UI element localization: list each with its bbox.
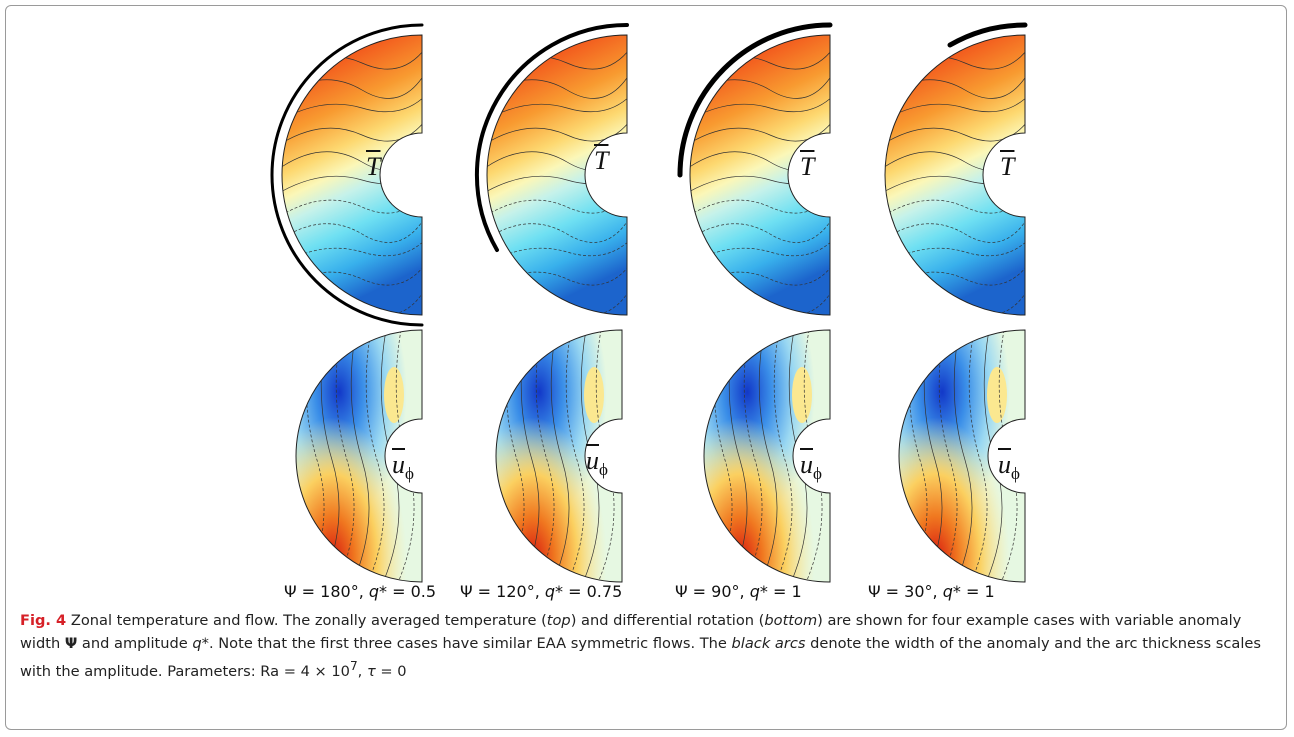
label-sub: ϕ: [813, 464, 822, 484]
caption-symbol: τ: [366, 662, 376, 680]
figure-caption: Fig. 4 Zonal temperature and flow. The z…: [20, 609, 1275, 683]
panel-label: uϕ: [800, 450, 822, 484]
contour: [565, 330, 585, 582]
panel-caption: Ψ = 90°, q* = 1: [675, 582, 802, 601]
panel-outline: [703, 329, 831, 583]
q-value: * = 0.75: [555, 582, 623, 601]
caption-text: denote the width of the anomaly and the …: [20, 635, 1262, 680]
caption-symbol: Ψ: [64, 635, 78, 652]
panel-label: T: [594, 146, 609, 175]
temperature-panel: [282, 35, 422, 315]
caption-text: bottom: [764, 612, 818, 629]
contour: [335, 330, 355, 582]
contour: [885, 93, 1025, 123]
q-value: * = 1: [952, 582, 995, 601]
q: q: [368, 582, 380, 601]
caption-text: ,: [357, 662, 367, 680]
caption-symbol: q: [192, 635, 202, 652]
label-main: u: [800, 450, 813, 479]
caption-text: and amplitude: [77, 635, 193, 652]
label-sub: ϕ: [1011, 464, 1020, 484]
label-main: u: [998, 450, 1011, 479]
prograde-flow: [987, 367, 1007, 423]
contour: [282, 93, 422, 123]
q-value: * = 1: [759, 582, 802, 601]
panel-outline: [689, 34, 831, 316]
panel-label: T: [1000, 152, 1015, 181]
q-value: * = 0.5: [379, 582, 437, 601]
panel-label: uϕ: [586, 446, 608, 480]
q: q: [544, 582, 556, 601]
panel-outline: [898, 329, 1026, 583]
contour: [487, 93, 627, 123]
contour: [968, 330, 988, 582]
label-sub: ϕ: [405, 464, 414, 484]
contour: [690, 93, 830, 123]
panel-caption: Ψ = 120°, q* = 0.75: [460, 582, 622, 601]
contour: [758, 330, 778, 582]
prograde-flow: [384, 367, 404, 423]
contour: [690, 213, 830, 243]
temperature-field: [282, 35, 422, 315]
anomaly-arc: [947, 22, 1028, 48]
fig-number: Fig. 4: [20, 612, 67, 629]
contour: [350, 330, 370, 582]
panel-caption: Ψ = 180°, q* = 0.5: [284, 582, 436, 601]
caption-exponent: 7: [349, 659, 358, 673]
psi: Ψ = 30°,: [868, 582, 943, 601]
q: q: [942, 582, 953, 601]
anomaly-arc: [270, 23, 424, 327]
caption-text: *. Note that the first three cases have …: [201, 635, 732, 652]
psi: Ψ = 120°,: [460, 582, 545, 601]
panel-outline: [486, 34, 628, 316]
panel-outline: [281, 34, 423, 316]
contour: [550, 330, 570, 582]
contour: [938, 330, 958, 582]
panel-label: uϕ: [392, 450, 414, 484]
contour: [885, 213, 1025, 243]
anomaly-arcs: [270, 22, 1028, 327]
panel-caption: Ψ = 30°, q* = 1: [868, 582, 995, 601]
panel-label: uϕ: [998, 450, 1020, 484]
prograde-flow: [584, 367, 604, 423]
temperature-panel: [487, 35, 627, 315]
caption-text: top: [546, 612, 571, 629]
label-main: u: [586, 446, 599, 475]
psi: Ψ = 180°,: [284, 582, 369, 601]
contour: [282, 213, 422, 243]
contour: [743, 330, 763, 582]
panel-outline: [295, 329, 423, 583]
panel-outline: [495, 329, 623, 583]
caption-text: = 0: [375, 662, 407, 680]
psi: Ψ = 90°,: [675, 582, 750, 601]
q: q: [749, 582, 760, 601]
contour: [953, 330, 973, 582]
temperature-field: [487, 35, 627, 315]
contour: [773, 330, 793, 582]
caption-text: Zonal temperature and flow. The zonally …: [66, 612, 547, 629]
label-sub: ϕ: [599, 460, 608, 480]
label-main: u: [392, 450, 405, 479]
caption-text: black arcs: [731, 635, 806, 652]
anomaly-arc: [474, 23, 629, 252]
contour: [487, 213, 627, 243]
panel-label: T: [800, 152, 815, 181]
prograde-flow: [792, 367, 812, 423]
anomaly-arc: [677, 22, 833, 178]
figure-art: [270, 22, 1028, 583]
contour: [365, 330, 385, 582]
caption-text: ) are shown for four example cases with …: [20, 612, 1242, 652]
caption-text: ) and differential rotation (: [570, 612, 765, 629]
panel-label: T: [366, 152, 381, 181]
panel-outline: [884, 34, 1026, 316]
contour: [535, 330, 555, 582]
figure-frame: [5, 5, 1287, 730]
